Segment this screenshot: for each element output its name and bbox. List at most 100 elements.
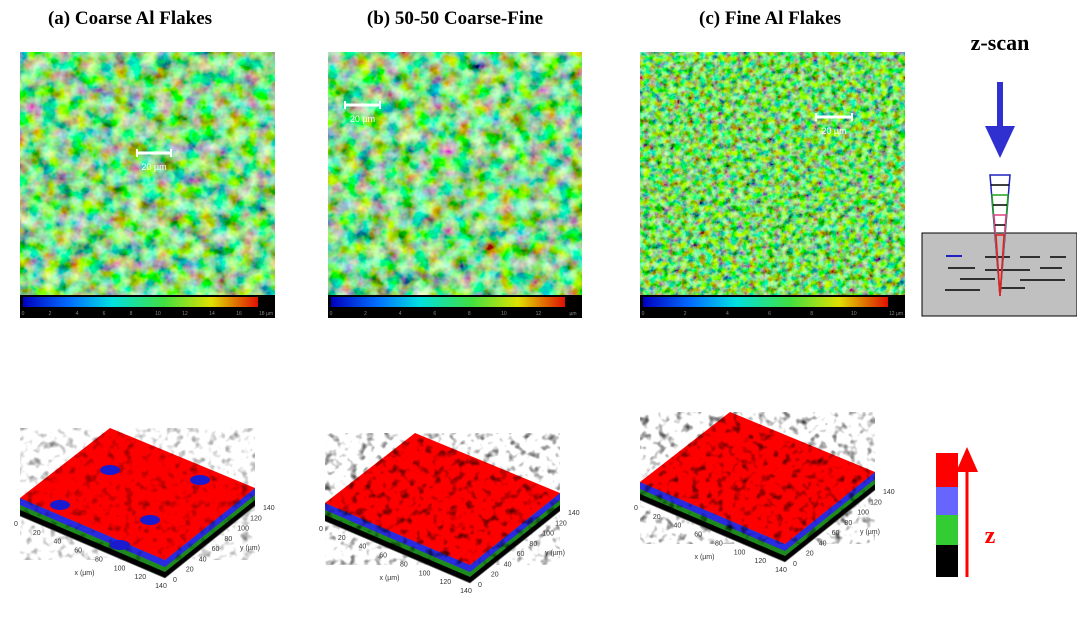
colorbar-tick-label: 2 [684,311,687,317]
colorbar-tick-label: 10 [851,311,857,317]
micrograph-texture [640,52,905,295]
layer-blue [936,487,958,515]
y-tick-label: 60 [517,551,525,558]
colorbar-tick-label: 12 µm [889,311,903,317]
sample-box [922,233,1077,316]
y-tick-label: 120 [555,520,567,527]
colorbar-tick-label: 6 [768,311,771,317]
y-tick-label: 100 [857,510,869,517]
colorbar-tick-label: 0 [330,311,333,317]
x-tick-label: 0 [319,526,323,533]
micrograph-texture [328,52,582,295]
scale-bar-label: 20 µm [350,114,375,124]
colorbar-tick-label: 2 [364,311,367,317]
schematic-title: z-scan [971,30,1030,55]
x-tick-label: 100 [734,549,746,556]
y-tick-label: 60 [212,546,220,553]
x-tick-label: 120 [754,558,766,565]
arrow-head [985,126,1015,158]
colorbar [643,297,888,307]
surface-gap [140,515,160,525]
colorbar-tick-label: 10 [501,311,507,317]
y-axis-label: y (µm) [545,550,565,557]
x-tick-label: 40 [359,544,367,551]
x-tick-label: 120 [134,574,146,581]
x-tick-label: 0 [14,521,18,528]
surface-gap [190,475,210,485]
colorbar-tick-label: 2 [49,311,52,317]
figure: z-scan z (a) Coarse Al Flakes20 µm024681… [0,0,1077,624]
z-arrow-head [956,447,978,472]
surface-gap [50,500,70,510]
x-tick-label: 140 [155,583,167,590]
y-tick-label: 100 [237,526,249,533]
y-tick-label: 60 [832,530,840,537]
colorbar-tick-label: µm [569,311,576,317]
y-tick-label: 120 [870,499,882,506]
colorbar-tick-label: 4 [76,311,79,317]
scale-bar-label: 20 µm [821,126,846,136]
y-tick-label: 20 [806,551,814,558]
colorbar-tick-label: 18 µm [259,311,273,317]
y-tick-label: 120 [250,515,262,522]
x-axis-label: x (µm) [380,575,400,582]
colorbar-tick-label: 0 [22,311,25,317]
panel-title: (b) 50-50 Coarse-Fine [367,8,543,29]
colorbar-tick-label: 6 [103,311,106,317]
colorbar-tick-label: 8 [468,311,471,317]
y-tick-label: 100 [542,531,554,538]
y-tick-label: 80 [224,536,232,543]
colorbar-tick-label: 16 [236,311,242,317]
layer-red [936,453,958,487]
scale-bar-label: 20 µm [141,162,166,172]
x-tick-label: 80 [400,561,408,568]
colorbar-tick-label: 12 [536,311,542,317]
x-tick-label: 0 [634,505,638,512]
colorbar-tick-label: 10 [155,311,161,317]
x-tick-label: 120 [439,579,451,586]
x-tick-label: 60 [694,532,702,539]
y-tick-label: 20 [186,567,194,574]
y-tick-label: 80 [529,541,537,548]
y-tick-label: 40 [199,556,207,563]
y-axis-label: y (µm) [240,545,260,552]
x-tick-label: 40 [674,523,682,530]
y-tick-label: 40 [504,561,512,568]
x-tick-label: 20 [653,514,661,521]
layer-green [936,515,958,545]
colorbar-tick-label: 12 [182,311,188,317]
x-tick-label: 100 [419,570,431,577]
panel-title: (c) Fine Al Flakes [699,8,841,29]
colorbar [23,297,258,307]
x-tick-label: 60 [74,548,82,555]
x-tick-label: 40 [54,539,62,546]
y-tick-label: 20 [491,572,499,579]
x-tick-label: 20 [338,535,346,542]
y-axis-label: y (µm) [860,529,880,536]
y-tick-label: 0 [478,582,482,589]
y-tick-label: 140 [883,489,895,496]
x-axis-label: x (µm) [695,554,715,561]
surface-gap [100,465,120,475]
x-tick-label: 60 [379,553,387,560]
colorbar-tick-label: 8 [810,311,813,317]
z-label: z [985,523,996,549]
colorbar-tick-label: 0 [642,311,645,317]
x-tick-label: 140 [460,588,472,595]
colorbar-tick-label: 14 [209,311,215,317]
y-tick-label: 0 [173,577,177,584]
layer-black [936,545,958,577]
colorbar-tick-label: 8 [130,311,133,317]
x-tick-label: 80 [95,556,103,563]
y-tick-label: 140 [568,510,580,517]
y-tick-label: 140 [263,505,275,512]
x-tick-label: 140 [775,567,787,574]
x-tick-label: 80 [715,540,723,547]
x-tick-label: 100 [114,565,126,572]
colorbar-tick-label: 6 [433,311,436,317]
y-tick-label: 0 [793,561,797,568]
y-tick-label: 80 [844,520,852,527]
micrograph-texture [20,52,275,295]
y-tick-label: 40 [819,540,827,547]
surface-gap [110,540,130,550]
